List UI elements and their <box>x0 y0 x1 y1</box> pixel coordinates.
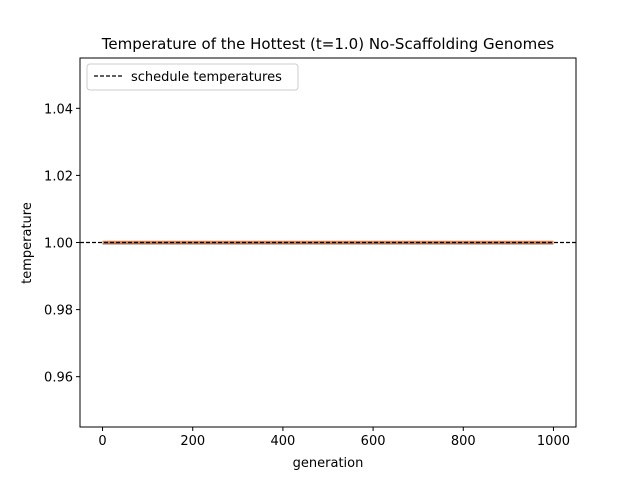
y-tick-label: 1.02 <box>44 169 73 184</box>
y-tick-label: 0.98 <box>44 304 73 319</box>
ticks-layer: 0 200 400 600 800 1000 0.96 0.98 1.00 1.02 1.04 <box>44 102 570 449</box>
x-tick-label: 0 <box>98 434 106 449</box>
y-tick-label: 1.00 <box>44 237 73 252</box>
x-axis-label: generation <box>293 456 364 471</box>
series-layer <box>80 240 576 245</box>
x-tick-label: 800 <box>451 434 476 449</box>
x-tick-label: 200 <box>180 434 205 449</box>
y-tick-label: 1.04 <box>44 102 73 117</box>
x-tick-label: 400 <box>270 434 295 449</box>
x-tick-label: 600 <box>361 434 386 449</box>
chart-title: Temperature of the Hottest (t=1.0) No-Sc… <box>101 35 555 53</box>
y-axis-label: temperature <box>20 202 35 284</box>
y-tick-label: 0.96 <box>44 371 73 386</box>
legend-box <box>86 63 299 91</box>
legend: schedule temperatures <box>86 63 299 91</box>
legend-label-schedule-temperatures: schedule temperatures <box>131 70 282 85</box>
x-tick-label: 1000 <box>537 434 570 449</box>
